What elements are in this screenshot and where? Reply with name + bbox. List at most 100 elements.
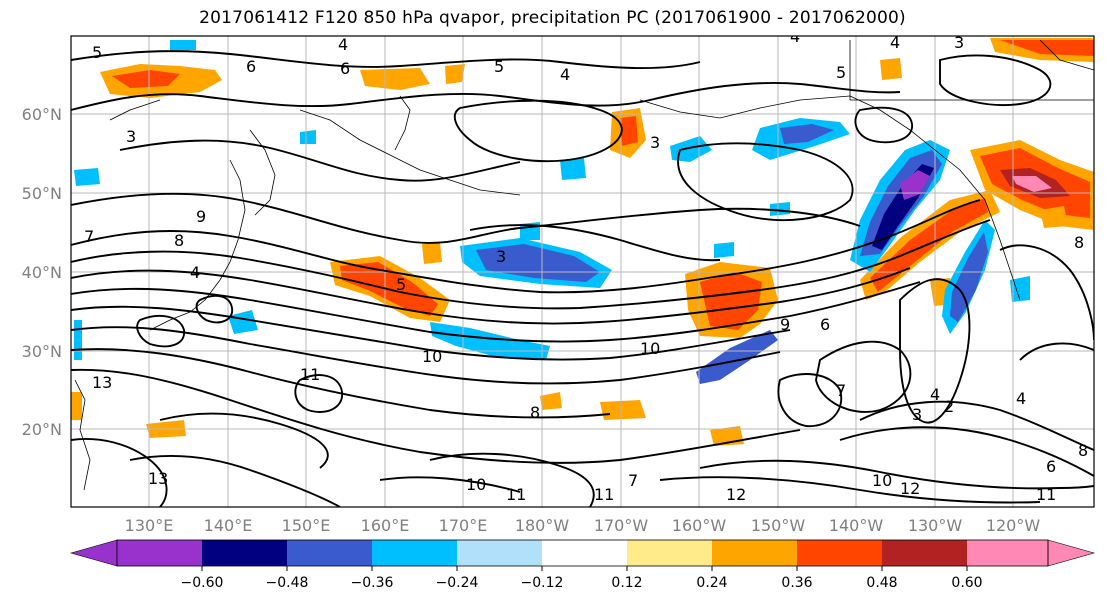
colorbar-ticks (201, 566, 968, 571)
colorbar-tick-label: −0.24 (436, 575, 479, 591)
contour-label: 12 (900, 479, 920, 498)
lon-label: 140°E (204, 516, 253, 535)
colorbar-tick-label: −0.36 (351, 575, 394, 591)
contour-label: 11 (594, 485, 614, 504)
contour-label: 4 (890, 33, 900, 52)
contour-label: 3 (650, 133, 660, 152)
contour-label: 10 (422, 347, 442, 366)
contour-label: 4 (1016, 389, 1026, 408)
pc-positive-region (600, 400, 646, 420)
colorbar-bin (117, 540, 202, 566)
contour-label: 11 (1036, 485, 1056, 504)
lon-label: 120°W (986, 516, 1041, 535)
colorbar-outline (116, 539, 1049, 567)
lat-label: 50°N (22, 184, 62, 203)
contour-label: 11 (506, 485, 526, 504)
colorbar-tick-label: 0.60 (951, 575, 982, 591)
contour-label: 8 (530, 403, 540, 422)
contour-label: 3 (496, 247, 506, 266)
colorbar-tick-label: −0.12 (521, 575, 564, 591)
lon-label: 150°W (751, 516, 806, 535)
lat-label: 60°N (22, 105, 62, 124)
contour-label: 8 (1078, 441, 1088, 460)
colorbar-bin (287, 540, 372, 566)
pc-negative-region (780, 124, 834, 144)
lon-label: 130°W (908, 516, 963, 535)
contour-label: 4 (190, 263, 200, 282)
contour-label-layer: 4 6 5 3 4 5 6 5 4 3 4 8 7 4 3 10 11 9 13… (84, 33, 1088, 504)
contour-label: 3 (954, 33, 964, 52)
pc-positive-region (1012, 176, 1052, 192)
colorbar-tick-label: 0.36 (781, 575, 812, 591)
lon-label: 180°W (515, 516, 570, 535)
contour-label: 6 (340, 59, 350, 78)
contour-label: 10 (466, 475, 486, 494)
pc-negative-region (770, 202, 790, 216)
contour-label: 6 (1046, 457, 1056, 476)
colorbar-extend-low (69, 539, 118, 567)
colorbar-extend-high (1047, 539, 1096, 567)
colorbar-bin (542, 540, 627, 566)
pc-positive-region (422, 242, 442, 264)
pc-shading (71, 38, 1094, 446)
pc-negative-region (696, 330, 778, 384)
contour-label: 13 (148, 469, 168, 488)
pc-negative-region (74, 168, 100, 186)
contour-label: 3 (912, 405, 922, 424)
contour-label: 7 (84, 227, 94, 246)
colorbar-bin (967, 540, 1048, 566)
pc-negative-region (74, 320, 82, 360)
pc-positive-region (620, 116, 638, 146)
colorbar-bin (457, 540, 542, 566)
lat-axis: 60°N 50°N 40°N 30°N 20°N (22, 105, 62, 439)
lon-axis: 130°E 140°E 150°E 160°E 170°E 180°W 170°… (125, 516, 1041, 535)
colorbar-tick-label: 0.12 (611, 575, 642, 591)
lon-label: 130°E (125, 516, 174, 535)
contour-label: 7 (836, 381, 846, 400)
contour-label: 4 (560, 65, 570, 84)
colorbar-bin (882, 540, 967, 566)
colorbar-tick-label: 0.24 (696, 575, 727, 591)
pc-positive-region (360, 68, 430, 90)
contour-label: 9 (196, 207, 206, 226)
contour-label: 7 (628, 471, 638, 490)
pc-negative-region (1010, 276, 1030, 302)
contour-label: 9 (780, 315, 790, 334)
lon-label: 160°E (361, 516, 410, 535)
contour-label: 5 (494, 57, 504, 76)
lat-label: 20°N (22, 420, 62, 439)
contour-label: 10 (640, 339, 660, 358)
contour-label: 10 (872, 471, 892, 490)
lon-label: 160°W (672, 516, 727, 535)
colorbar-bin (797, 540, 882, 566)
contour-label: 2 (944, 397, 954, 416)
contour-label: 12 (726, 485, 746, 504)
pc-negative-region (950, 232, 988, 322)
pc-negative-region (300, 130, 316, 144)
pc-positive-region (1040, 206, 1068, 228)
contour-label: 4 (338, 35, 348, 54)
coastlines (74, 39, 1094, 491)
contour-label: 3 (126, 127, 136, 146)
colorbar-bin (712, 540, 797, 566)
pc-positive-region (880, 58, 902, 80)
colorbar-bin (627, 540, 712, 566)
pc-positive-region (1000, 40, 1094, 56)
pc-negative-region (170, 40, 196, 50)
pc-positive-region (540, 392, 562, 410)
lon-label: 170°W (594, 516, 649, 535)
colorbar-bin (202, 540, 287, 566)
colorbar-tick-label: 0.48 (866, 575, 897, 591)
contour-label: 8 (174, 231, 184, 250)
lat-label: 30°N (22, 342, 62, 361)
pc-positive-region (700, 272, 762, 330)
pc-positive-region (112, 70, 180, 88)
colorbar-tick-label: −0.48 (266, 575, 309, 591)
contour-label: 11 (300, 365, 320, 384)
contour-label: 4 (930, 385, 940, 404)
contour-label: 13 (92, 373, 112, 392)
pc-positive-region (71, 392, 82, 420)
pc-negative-region (228, 310, 258, 334)
contour-label: 6 (820, 315, 830, 334)
